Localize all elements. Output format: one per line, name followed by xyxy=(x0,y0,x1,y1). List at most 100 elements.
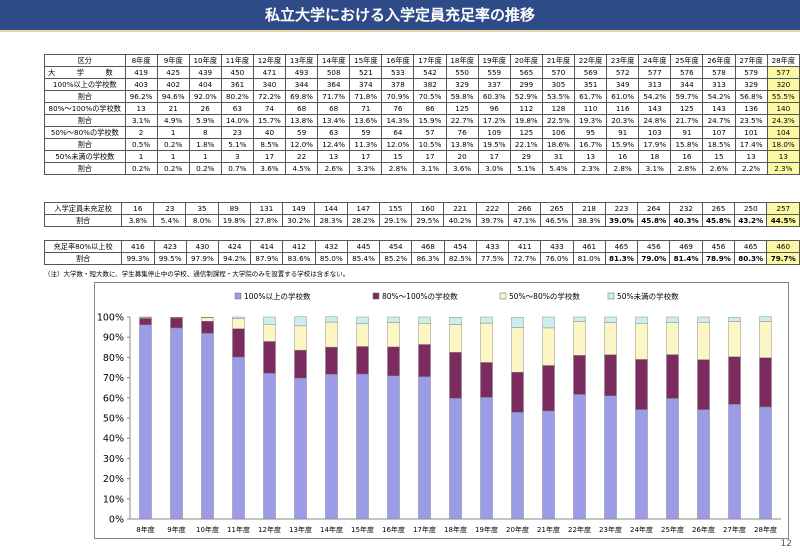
table-cell: 149 xyxy=(282,202,316,215)
row-label: 80%～100%の学校数 xyxy=(44,102,126,115)
table-cell: 125 xyxy=(670,102,704,115)
legend-swatch xyxy=(499,292,507,300)
column-header-category: 区分 xyxy=(44,54,126,67)
table-cell: 450 xyxy=(220,66,254,79)
table-row: 充足率80%以上校 416 423 430 424 414 412 432 445 454 468 4… xyxy=(43,240,800,253)
table-cell: 104 xyxy=(766,126,800,139)
table-cell: 329 xyxy=(734,78,768,91)
table-cell: 4.5% xyxy=(285,162,319,175)
bar-segment xyxy=(294,325,307,351)
table-cell: 403 xyxy=(124,78,158,91)
table-cell: 5.1% xyxy=(509,162,543,175)
y-tick-label: 80% xyxy=(103,353,124,364)
column-header-year: 16年度 xyxy=(381,54,415,67)
table-cell: 576 xyxy=(670,66,704,79)
table-cell: 16 xyxy=(121,202,155,215)
x-tick-label: 21年度 xyxy=(537,525,560,534)
bar-segment xyxy=(480,362,493,398)
table-cell: 3 xyxy=(220,150,254,163)
column-header-year: 28年度 xyxy=(766,54,800,67)
table-cell: 39.0% xyxy=(604,214,639,227)
table-cell: 250 xyxy=(734,202,768,215)
table-cell: 52.9% xyxy=(509,90,543,103)
table-cell: 266 xyxy=(507,202,542,215)
table-cell: 8 xyxy=(188,126,222,139)
table-cell: 0.2% xyxy=(156,162,190,175)
table-cell: 77.5% xyxy=(475,252,510,265)
table-cell: 550 xyxy=(445,66,479,79)
column-header-year: 18年度 xyxy=(445,54,479,67)
bar-segment xyxy=(759,321,772,359)
bar-segment xyxy=(325,373,338,520)
table-cell: 27.8% xyxy=(249,214,284,227)
column-header-year: 17年度 xyxy=(413,54,447,67)
column-header-year: 21年度 xyxy=(541,54,576,67)
table-cell: 432 xyxy=(314,240,348,253)
bar-segment xyxy=(759,357,772,408)
table-cell: 147 xyxy=(346,202,380,215)
bar-segment xyxy=(263,372,276,520)
table-cell: 13.8% xyxy=(445,138,479,151)
legend-label: 50%～80%の学校数 xyxy=(509,291,580,301)
table-row: 入学定員未充足校 16 23 35 89 131 149 144 147 155 160 221 222… xyxy=(43,202,800,215)
table-cell: 349 xyxy=(606,78,640,91)
table-cell: 340 xyxy=(252,78,287,91)
x-tick-label: 22年度 xyxy=(568,525,591,534)
table-cell: 508 xyxy=(317,66,351,79)
bar-segment xyxy=(449,398,462,520)
bar-segment xyxy=(573,316,586,322)
page-title: 私立大学における入学定員充足率の推移 xyxy=(0,0,800,30)
unfilled-schools-table: 入学定員未充足校 16 23 35 89 131 149 144 147 155 160 221 222… xyxy=(43,202,800,227)
table-cell: 17 xyxy=(477,150,511,163)
table-row: 100%以上の学校数 403 402 404 361 340 344 364 374 378 382… xyxy=(44,78,800,91)
table-cell: 382 xyxy=(413,78,447,91)
table-cell: 2.8% xyxy=(606,162,640,175)
column-header-year: 27年度 xyxy=(734,54,768,67)
column-header-year: 22年度 xyxy=(574,54,608,67)
table-cell: 23 xyxy=(220,126,254,139)
table-cell: 2.8% xyxy=(670,162,704,175)
table-cell: 85.4% xyxy=(346,252,381,265)
table-cell: 16 xyxy=(606,150,640,163)
bar-segment xyxy=(480,322,493,363)
table-row: 大 学 数 419 425 439 450 471 493 508 521 533 542 550 55… xyxy=(44,66,800,79)
bar-segment xyxy=(542,410,555,520)
bar-segment xyxy=(728,317,741,322)
table-cell: 63 xyxy=(220,102,254,115)
table-cell: 19.5% xyxy=(477,138,511,151)
table-cell: 5.9% xyxy=(188,114,222,127)
table-cell: 465 xyxy=(734,240,768,253)
table-cell: 257 xyxy=(766,202,800,215)
table-cell: 83.6% xyxy=(282,252,316,265)
table-cell: 29.5% xyxy=(411,214,445,227)
table-cell: 71 xyxy=(349,102,383,115)
x-tick-label: 8年度 xyxy=(136,525,154,534)
table-cell: 265 xyxy=(701,202,736,215)
x-tick-label: 28年度 xyxy=(754,525,777,534)
table-cell: 17.9% xyxy=(638,138,672,151)
x-tick-label: 12年度 xyxy=(258,525,281,534)
table-cell: 109 xyxy=(477,126,511,139)
y-tick-label: 20% xyxy=(103,474,124,485)
table-cell: 29 xyxy=(509,150,543,163)
x-tick-label: 27年度 xyxy=(723,525,746,534)
bar-segment xyxy=(356,323,369,347)
y-tick-label: 50% xyxy=(103,414,124,425)
bar-segment xyxy=(325,316,338,323)
bar-segment xyxy=(418,316,431,324)
table-cell: 2.3% xyxy=(574,162,608,175)
x-tick-label: 15年度 xyxy=(351,525,374,534)
row-label: 充足率80%以上校 xyxy=(43,240,123,253)
table-cell: 82.5% xyxy=(443,252,477,265)
bar-segment xyxy=(418,323,431,345)
table-cell: 10.5% xyxy=(413,138,447,151)
column-header-year: 13年度 xyxy=(285,54,319,67)
x-tick-label: 9年度 xyxy=(167,525,185,534)
column-header-year: 15年度 xyxy=(349,54,383,67)
table-cell: 144 xyxy=(314,202,348,215)
table-cell: 445 xyxy=(346,240,381,253)
bar-segment xyxy=(232,318,245,329)
table-cell: 221 xyxy=(443,202,477,215)
bar-segment xyxy=(697,316,710,323)
row-label: 割合 xyxy=(44,162,126,175)
